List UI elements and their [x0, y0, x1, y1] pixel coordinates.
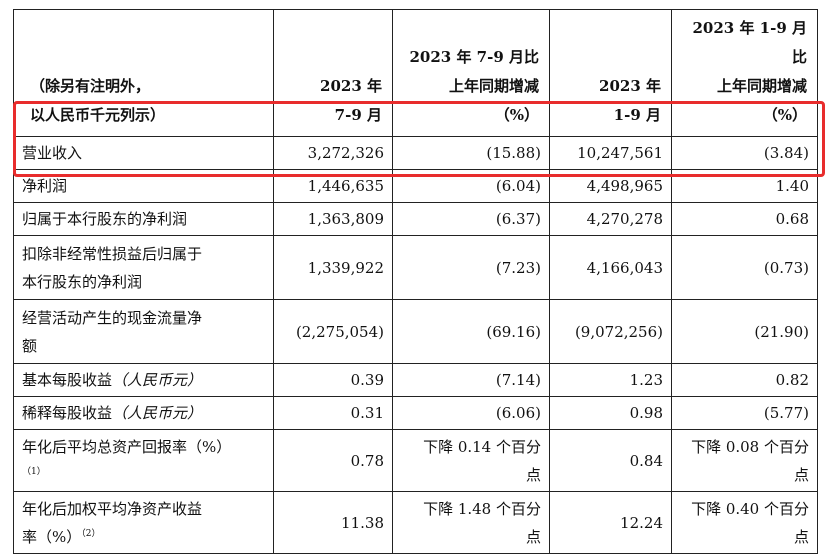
row-label: 稀释每股收益（人民币元）	[13, 396, 274, 430]
table-row-operating-cashflow: 经营活动产生的现金流量净 额 (2,275,054) (69.16) (9,07…	[13, 299, 818, 364]
col-header-q3-yoy: 2023 年 7-9 月比 上年同期增减 （%）	[392, 9, 550, 137]
cell-value: (9,072,256)	[549, 299, 672, 364]
cell-value: 1,446,635	[273, 169, 393, 203]
cell-value: (2,275,054)	[273, 299, 393, 364]
cell-value: (0.73)	[671, 235, 818, 300]
row-label: 经营活动产生的现金流量净 额	[13, 299, 274, 364]
cell-value: 下降 0.14 个百分 点	[392, 429, 550, 492]
cell-value: 4,166,043	[549, 235, 672, 300]
cell-value: 下降 0.40 个百分 点	[671, 491, 818, 554]
table-row-roe: 年化后加权平均净资产收益 率（%）（2） 11.38 下降 1.48 个百分 点…	[13, 491, 818, 554]
cell-value: (5.77)	[671, 396, 818, 430]
cell-value: (21.90)	[671, 299, 818, 364]
cell-value: 下降 1.48 个百分 点	[392, 491, 550, 554]
financial-summary: （除另有注明外， 以人民币千元列示） 2023 年 7-9 月 2023 年 7…	[13, 9, 825, 554]
table-row-basic-eps: 基本每股收益（人民币元） 0.39 (7.14) 1.23 0.82	[13, 363, 818, 397]
row-label: 净利润	[13, 169, 274, 203]
cell-value: 4,270,278	[549, 202, 672, 236]
cell-value: (69.16)	[392, 299, 550, 364]
cell-value: 1,339,922	[273, 235, 393, 300]
cell-value: (7.14)	[392, 363, 550, 397]
table-row-net-profit: 净利润 1,446,635 (6.04) 4,498,965 1.40	[13, 169, 818, 203]
row-label: 扣除非经常性损益后归属于 本行股东的净利润	[13, 235, 274, 300]
row-label: 基本每股收益（人民币元）	[13, 363, 274, 397]
table-row-net-profit-shareholders: 归属于本行股东的净利润 1,363,809 (6.37) 4,270,278 0…	[13, 202, 818, 236]
cell-value: 0.82	[671, 363, 818, 397]
cell-value: 3,272,326	[273, 136, 393, 170]
row-label: 年化后平均总资产回报率（%） （1）	[13, 429, 274, 492]
col-header-ytd-yoy: 2023 年 1-9 月比 上年同期增减 （%）	[671, 9, 818, 137]
cell-value: (6.06)	[392, 396, 550, 430]
table-header-row: （除另有注明外， 以人民币千元列示） 2023 年 7-9 月 2023 年 7…	[13, 9, 818, 137]
cell-value: (7.23)	[392, 235, 550, 300]
row-label: 归属于本行股东的净利润	[13, 202, 274, 236]
cell-value: 1.40	[671, 169, 818, 203]
cell-value: 0.78	[273, 429, 393, 492]
cell-value: 1,363,809	[273, 202, 393, 236]
unit-note-header: （除另有注明外， 以人民币千元列示）	[13, 9, 274, 137]
financial-table: （除另有注明外， 以人民币千元列示） 2023 年 7-9 月 2023 年 7…	[13, 9, 818, 554]
cell-value: 0.31	[273, 396, 393, 430]
cell-value: 0.68	[671, 202, 818, 236]
row-label: 营业收入	[13, 136, 274, 170]
cell-value: (3.84)	[671, 136, 818, 170]
table-row-revenue: 营业收入 3,272,326 (15.88) 10,247,561 (3.84)	[13, 136, 818, 170]
col-header-q3-2023: 2023 年 7-9 月	[273, 9, 393, 137]
cell-value: 下降 0.08 个百分 点	[671, 429, 818, 492]
cell-value: (6.37)	[392, 202, 550, 236]
table-row-net-profit-excl: 扣除非经常性损益后归属于 本行股东的净利润 1,339,922 (7.23) 4…	[13, 235, 818, 300]
cell-value: (15.88)	[392, 136, 550, 170]
cell-value: 1.23	[549, 363, 672, 397]
cell-value: 0.98	[549, 396, 672, 430]
col-header-ytd-2023: 2023 年 1-9 月	[549, 9, 672, 137]
cell-value: 4,498,965	[549, 169, 672, 203]
cell-value: 10,247,561	[549, 136, 672, 170]
cell-value: 0.84	[549, 429, 672, 492]
table-row-roa: 年化后平均总资产回报率（%） （1） 0.78 下降 0.14 个百分 点 0.…	[13, 429, 818, 492]
cell-value: 0.39	[273, 363, 393, 397]
cell-value: 11.38	[273, 491, 393, 554]
row-label: 年化后加权平均净资产收益 率（%）（2）	[13, 491, 274, 554]
cell-value: (6.04)	[392, 169, 550, 203]
cell-value: 12.24	[549, 491, 672, 554]
table-row-diluted-eps: 稀释每股收益（人民币元） 0.31 (6.06) 0.98 (5.77)	[13, 396, 818, 430]
